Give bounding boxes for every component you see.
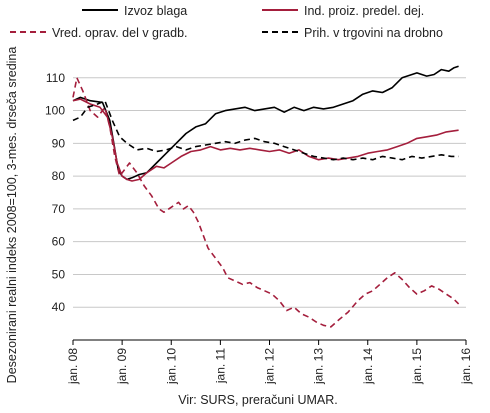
x-tick-label: jan. 08 xyxy=(66,348,80,385)
x-tick-label: jan. 13 xyxy=(312,348,326,385)
series-line-0 xyxy=(72,65,459,181)
series-line-1 xyxy=(72,98,459,182)
legend-label-vred-oprav: Vred. oprav. del v gradb. xyxy=(52,26,188,40)
y-tick-label: 90 xyxy=(52,136,66,150)
y-tick-label: 110 xyxy=(46,71,65,85)
x-axis: jan. 08 jan. 09 jan. 10 jan. 11 jan. 12 jan. … xyxy=(66,339,473,385)
legend-label-izvoz-blaga: Izvoz blaga xyxy=(124,4,187,18)
gridlines xyxy=(73,77,466,308)
plot-lines xyxy=(72,65,460,328)
series-line-3 xyxy=(72,99,459,161)
y-tick-label: 50 xyxy=(52,267,66,281)
x-tick-label: jan. 10 xyxy=(164,348,178,385)
x-tick-label: jan. 14 xyxy=(361,348,375,385)
source-note: Vir: SURS, preračuni UMAR. xyxy=(178,393,338,407)
y-axis-ticks: 40 50 60 70 80 90 100 110 xyxy=(45,71,65,314)
y-tick-label: 100 xyxy=(45,104,65,118)
legend-item-izvoz-blaga: Izvoz blaga xyxy=(82,4,187,18)
x-tick-label: jan. 11 xyxy=(213,348,227,384)
x-tick-label: jan. 12 xyxy=(263,348,277,385)
y-tick-label: 40 xyxy=(52,300,66,314)
y-tick-label: 60 xyxy=(52,235,66,249)
legend-item-ind-proiz: Ind. proiz. predel. dej. xyxy=(262,4,424,18)
legend-item-prih-trgovini: Prih. v trgovini na drobno xyxy=(262,26,443,40)
y-tick-label: 70 xyxy=(52,202,66,216)
legend-label-prih-trgovini: Prih. v trgovini na drobno xyxy=(304,26,443,40)
x-tick-label: jan. 09 xyxy=(115,348,129,385)
legend: Izvoz blaga Ind. proiz. predel. dej. Vre… xyxy=(10,4,443,40)
legend-label-ind-proiz: Ind. proiz. predel. dej. xyxy=(304,4,424,18)
legend-item-vred-oprav: Vred. oprav. del v gradb. xyxy=(10,26,188,40)
x-tick-label: jan. 16 xyxy=(459,348,473,385)
series-line-2 xyxy=(72,77,460,328)
y-axis-title: Desezonirani realni indeks 2008=100, 3-m… xyxy=(5,47,19,384)
x-tick-label: jan. 15 xyxy=(410,348,424,385)
y-tick-label: 80 xyxy=(52,169,66,183)
